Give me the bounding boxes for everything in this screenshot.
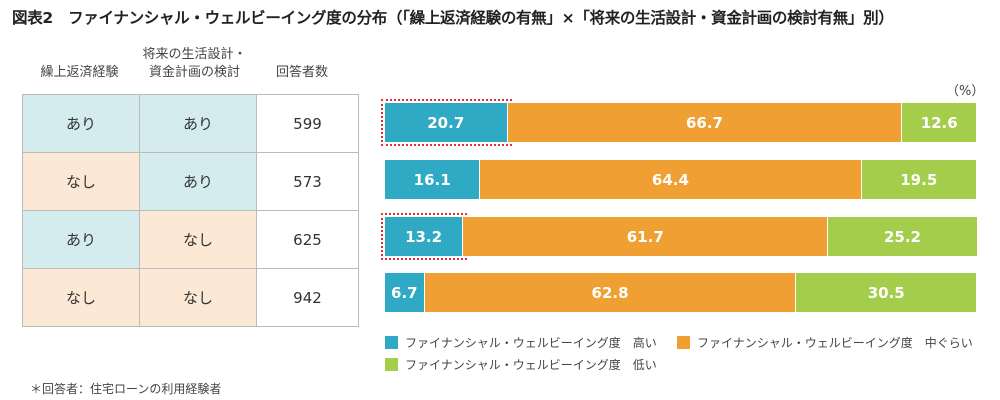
header-planning-line2: 資金計画の検討 [148, 65, 240, 80]
data-label: 13.2 [405, 227, 443, 246]
data-label: 64.4 [651, 170, 689, 189]
prepayment-cell: あり [22, 210, 140, 269]
legend-swatch-high [385, 336, 398, 349]
respondents-cell: 573 [256, 152, 359, 211]
planning-cell: あり [139, 152, 257, 211]
planning-cell: あり [139, 94, 257, 153]
table-row: なし あり 573 [22, 152, 359, 211]
bar-segment-mid: 66.7 [507, 103, 903, 142]
data-label: 61.7 [626, 227, 664, 246]
legend-label-high: ファイナンシャル・ウェルビーイング度 高い [405, 336, 657, 350]
bar-segment-high: 13.2 [385, 217, 464, 256]
bar-segment-high: 6.7 [385, 273, 425, 312]
bar-segment-mid: 61.7 [463, 217, 829, 256]
table-row: あり なし 625 [22, 210, 359, 269]
respondents-cell: 625 [256, 210, 359, 269]
planning-cell: なし [139, 210, 257, 269]
bar-segment-low: 25.2 [828, 217, 978, 256]
table-row: あり あり 599 [22, 94, 359, 153]
data-label: 16.1 [413, 170, 451, 189]
prepayment-cell: なし [22, 268, 140, 327]
table-row: なし なし 942 [22, 268, 359, 327]
legend-label-mid: ファイナンシャル・ウェルビーイング度 中ぐらい [697, 336, 973, 350]
data-label: 62.8 [591, 283, 629, 302]
bar-segment-mid: 62.8 [424, 273, 797, 312]
data-label: 20.7 [427, 113, 465, 132]
data-label: 30.5 [867, 283, 905, 302]
legend-low: ファイナンシャル・ウェルビーイング度 低い [385, 356, 657, 373]
bar-segment-low: 12.6 [902, 103, 977, 142]
highlight-outline [381, 99, 512, 146]
data-label: 12.6 [920, 113, 958, 132]
planning-cell: なし [139, 268, 257, 327]
footnote: ＊回答者：住宅ローンの利用経験者 [30, 382, 222, 396]
legend-swatch-mid [677, 336, 690, 349]
legend-mid: ファイナンシャル・ウェルビーイング度 中ぐらい [677, 334, 973, 351]
header-prepayment: 繰上返済経験 [40, 65, 119, 80]
data-label: 19.5 [900, 170, 938, 189]
highlight-outline [381, 213, 468, 260]
bar-segment-high: 16.1 [385, 160, 481, 199]
respondents-cell: 942 [256, 268, 359, 327]
prepayment-cell: なし [22, 152, 140, 211]
bar-segment-mid: 64.4 [480, 160, 862, 199]
data-label: 6.7 [391, 283, 418, 302]
bar-segment-high: 20.7 [385, 103, 508, 142]
stacked-bar-chart: 20.7 66.7 12.6 16.1 64.4 19.5 13.2 61.7 25.2 6.7 6… [381, 0, 978, 330]
bar-segment-low: 30.5 [796, 273, 977, 312]
bar-segment-low: 19.5 [861, 160, 977, 199]
legend-swatch-low [385, 358, 398, 371]
prepayment-cell: あり [22, 94, 140, 153]
header-respondents: 回答者数 [275, 65, 328, 80]
legend-label-low: ファイナンシャル・ウェルビーイング度 低い [405, 358, 657, 372]
condition-table: あり あり 599 なし あり 573 あり なし 625 なし なし 942 [22, 94, 359, 327]
unit-label: （%） [946, 84, 985, 99]
header-planning: 将来の生活設計・ 資金計画の検討 [137, 46, 252, 82]
chart-title: 図表2 ファイナンシャル・ウェルビーイング度の分布（「繰上返済経験の有無」×「将… [12, 9, 894, 27]
header-planning-line1: 将来の生活設計・ [142, 47, 247, 62]
data-label: 25.2 [883, 227, 921, 246]
respondents-cell: 599 [256, 94, 359, 153]
legend-high: ファイナンシャル・ウェルビーイング度 高い [385, 334, 657, 351]
data-label: 66.7 [685, 113, 723, 132]
